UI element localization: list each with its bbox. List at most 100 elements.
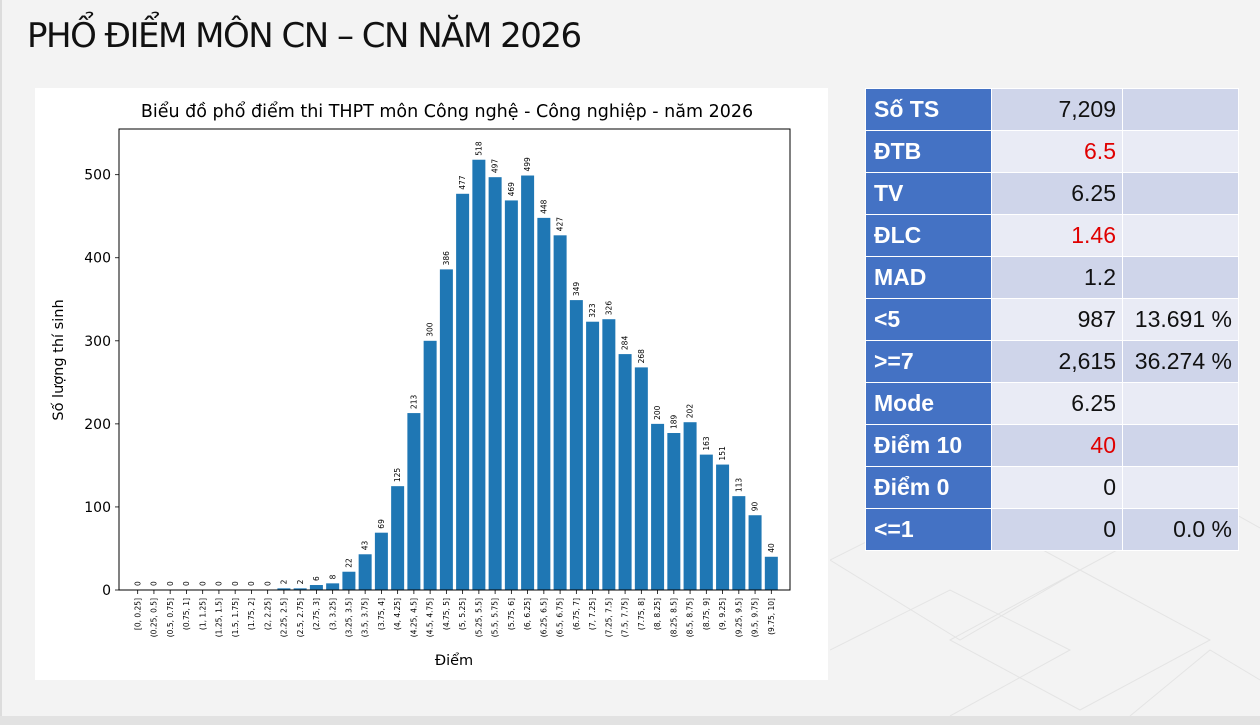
x-tick-label: (6, 6.25] (523, 598, 532, 630)
bar (569, 300, 583, 590)
bar-value-label: 6 (312, 576, 321, 581)
stat-label: Điểm 10 (865, 424, 992, 467)
stat-label: ĐLC (865, 214, 992, 257)
stat-value: 1.2 (991, 256, 1123, 299)
bar-labels-group: 0 0 0 0 0 0 0 0 0 2 26 8224369125213300386477518497… (133, 141, 776, 586)
y-tick-label: 500 (84, 168, 111, 184)
stats-row: <5 987 13.691 % (865, 298, 1239, 341)
histogram-chart: Biểu đồ phổ điểm thi THPT môn Công nghệ … (50, 101, 791, 669)
bar (716, 464, 730, 590)
x-tick-label: (7.5, 7.75] (621, 598, 630, 637)
stats-row: Điểm 10 40 (865, 424, 1239, 467)
bar (504, 200, 518, 590)
x-tick-label: (9, 9.25] (718, 598, 727, 630)
bar-value-label: 0 (263, 581, 272, 586)
x-tick-label: (8.5, 8.75] (686, 598, 695, 637)
stat-value: 40 (991, 424, 1123, 467)
bar-value-label: 469 (507, 182, 516, 197)
bar (683, 422, 697, 590)
x-tick-label: (1.75, 2] (247, 598, 256, 630)
stat-value: 2,615 (991, 340, 1123, 383)
plot-frame (118, 128, 791, 591)
bar-value-label: 0 (150, 581, 159, 586)
bar (618, 354, 632, 590)
stat-value: 0 (991, 466, 1123, 509)
bar-value-label: 0 (247, 581, 256, 586)
bar-value-label: 189 (669, 414, 678, 429)
bar-value-label: 0 (182, 581, 191, 586)
bar-value-label: 113 (734, 478, 743, 493)
x-tick-label: (8, 8.25] (653, 598, 662, 630)
bar (472, 159, 486, 590)
bar-value-label: 69 (377, 519, 386, 529)
x-tick-label: (4.25, 4.5] (409, 598, 418, 637)
x-tick-label: (0.5, 0.75] (166, 598, 175, 637)
bar-value-label: 90 (751, 501, 760, 511)
bar (553, 235, 567, 590)
bar (634, 367, 648, 590)
x-tick-label: (2.25, 2.5] (280, 598, 289, 637)
y-tick-label: 200 (84, 417, 111, 433)
stat-percent (1122, 382, 1239, 425)
bar-value-label: 386 (442, 251, 451, 266)
stat-label: MAD (865, 256, 992, 299)
bar-value-label: 40 (767, 543, 776, 553)
x-tick-label: (3.25, 3.5] (344, 598, 353, 637)
bar-value-label: 151 (718, 446, 727, 461)
bar-value-label: 284 (621, 336, 630, 351)
bar (374, 532, 388, 590)
bar (439, 269, 453, 590)
stat-label: TV (865, 172, 992, 215)
bar (391, 486, 405, 590)
stat-label: ĐTB (865, 130, 992, 173)
bar (521, 175, 535, 590)
bar-value-label: 518 (474, 141, 483, 156)
x-tick-label: (3.5, 3.75] (361, 598, 370, 637)
stat-percent (1122, 424, 1239, 467)
x-tick-label: (9.25, 9.5] (734, 598, 743, 637)
bar-value-label: 43 (361, 541, 370, 551)
bar (293, 588, 307, 590)
bar-value-label: 0 (231, 581, 240, 586)
bar-value-label: 202 (686, 404, 695, 419)
bar-value-label: 22 (344, 558, 353, 568)
slide-title: PHỔ ĐIỂM MÔN CN – CN NĂM 2026 (27, 16, 582, 56)
x-tick-label: (1.25, 1.5] (215, 598, 224, 637)
bar-value-label: 2 (296, 579, 305, 584)
x-tick-label: (0.75, 1] (182, 598, 191, 630)
stats-row: Mode 6.25 (865, 382, 1239, 425)
stat-label: <=1 (865, 508, 992, 551)
stat-percent (1122, 214, 1239, 257)
x-tick-label: (4.75, 5] (442, 598, 451, 630)
stat-value: 6.25 (991, 172, 1123, 215)
bar-value-label: 477 (458, 175, 467, 190)
stats-row: TV 6.25 (865, 172, 1239, 215)
x-tick-label: (5.75, 6] (507, 598, 516, 630)
stat-label: <5 (865, 298, 992, 341)
stat-value: 6.25 (991, 382, 1123, 425)
bar (651, 423, 665, 590)
bar-value-label: 499 (523, 157, 532, 172)
stat-percent: 0.0 % (1122, 508, 1239, 551)
bar-value-label: 213 (409, 395, 418, 410)
stat-value: 0 (991, 508, 1123, 551)
stat-value: 7,209 (991, 88, 1123, 131)
chart-title: Biểu đồ phổ điểm thi THPT môn Công nghệ … (141, 101, 753, 122)
x-tick-label: (7.75, 8] (637, 598, 646, 630)
stat-label: Số TS (865, 88, 992, 131)
bar (488, 177, 502, 590)
bar (423, 340, 437, 590)
x-tick-label: (4.5, 4.75] (426, 598, 435, 637)
bar-value-label: 0 (198, 581, 207, 586)
stat-label: Mode (865, 382, 992, 425)
bar (764, 556, 778, 590)
bar (309, 585, 323, 590)
x-tick-label: (5.5, 5.75] (491, 598, 500, 637)
stat-label: >=7 (865, 340, 992, 383)
bar-value-label: 349 (572, 282, 581, 297)
y-axis: 0 100 200 300 400 500 (84, 168, 119, 599)
x-tick-label: (2.75, 3] (312, 598, 321, 630)
x-tick-label: (5, 5.25] (458, 598, 467, 630)
bar-value-label: 0 (166, 581, 175, 586)
x-tick-label: (2, 2.25] (263, 598, 272, 630)
